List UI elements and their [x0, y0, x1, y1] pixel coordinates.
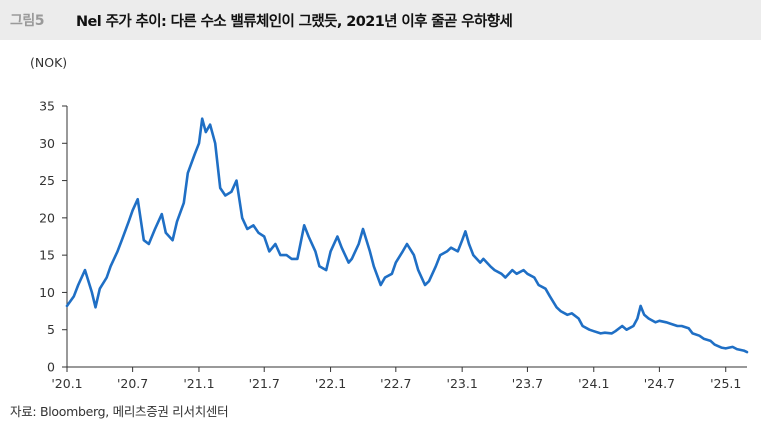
- y-tick-label: 10: [39, 285, 55, 300]
- source-note: 자료: Bloomberg, 메리츠증권 리서치센터: [10, 404, 229, 419]
- x-tick-label: '20.7: [117, 376, 148, 391]
- y-tick-label: 0: [47, 360, 55, 375]
- x-tick-label: '22.1: [315, 376, 346, 391]
- title-bar: 그림5 Nel 주가 추이: 다른 수소 밸류체인이 그랬듯, 2021년 이후…: [0, 0, 761, 40]
- stock-price-chart: (NOK) 0 5 10 15 20 25 30 35 '20.1 '20.7 '21.1 '21.…: [30, 55, 749, 391]
- x-tick-label: '21.7: [249, 376, 280, 391]
- y-tick-label: 15: [39, 248, 55, 263]
- y-tick-label: 20: [39, 210, 55, 225]
- figure-label: 그림5: [10, 13, 45, 29]
- x-tick-label: '23.1: [447, 376, 478, 391]
- chart-title: Nel 주가 추이: 다른 수소 밸류체인이 그랬듯, 2021년 이후 줄곧 …: [76, 14, 513, 30]
- x-tick-label: '22.7: [380, 376, 411, 391]
- y-tick-label: 5: [47, 322, 55, 337]
- y-tick-label: 30: [39, 136, 55, 151]
- x-axis-ticks: '20.1 '20.7 '21.1 '21.7 '22.1 '22.7 '23.1 '23.7…: [51, 367, 741, 391]
- y-axis-ticks: 0 5 10 15 20 25 30 35: [39, 99, 67, 375]
- x-tick-label: '20.1: [51, 376, 82, 391]
- x-tick-label: '24.1: [578, 376, 609, 391]
- x-tick-label: '23.7: [512, 376, 543, 391]
- y-axis-unit-label: (NOK): [30, 55, 67, 70]
- x-tick-label: '21.1: [183, 376, 214, 391]
- x-tick-label: '25.1: [710, 376, 741, 391]
- series-line-nel-price: [65, 117, 749, 354]
- y-tick-label: 35: [39, 99, 55, 114]
- x-tick-label: '24.7: [644, 376, 675, 391]
- y-tick-label: 25: [39, 173, 55, 188]
